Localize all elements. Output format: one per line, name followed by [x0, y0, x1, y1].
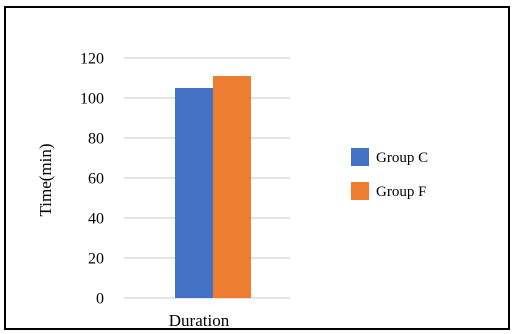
- y-tick-label: 0: [96, 291, 104, 308]
- legend-swatch: [351, 148, 369, 166]
- legend: Group C Group F: [351, 148, 428, 200]
- y-tick-label: 120: [80, 51, 104, 68]
- legend-swatch: [351, 182, 369, 200]
- bars: [175, 76, 251, 298]
- y-tick-label: 80: [88, 131, 104, 148]
- x-tick-labels: Duration: [169, 311, 230, 330]
- legend-label: Group C: [376, 150, 428, 166]
- y-tick-label: 40: [88, 211, 104, 228]
- legend-label: Group F: [376, 184, 426, 200]
- x-tick-label: Duration: [169, 311, 230, 330]
- y-axis-label: Time(min): [36, 143, 55, 216]
- bar-group-c: [175, 88, 213, 298]
- y-tick-label: 20: [88, 251, 104, 268]
- y-tick-label: 60: [88, 171, 104, 188]
- y-tick-labels: 0 20 40 60 80 100 120: [80, 51, 104, 308]
- bar-group-f: [213, 76, 251, 298]
- chart-frame: [4, 6, 510, 330]
- y-tick-label: 100: [80, 91, 104, 108]
